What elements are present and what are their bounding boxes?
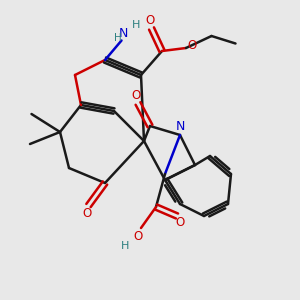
Text: O: O <box>132 88 141 102</box>
Text: H: H <box>121 241 130 251</box>
Text: N: N <box>118 27 128 40</box>
Text: H: H <box>114 33 122 43</box>
Text: N: N <box>175 120 185 133</box>
Text: O: O <box>82 207 91 220</box>
Text: O: O <box>176 216 184 229</box>
Text: O: O <box>188 39 196 52</box>
Text: O: O <box>146 14 154 27</box>
Text: O: O <box>134 230 142 243</box>
Text: H: H <box>132 20 140 30</box>
